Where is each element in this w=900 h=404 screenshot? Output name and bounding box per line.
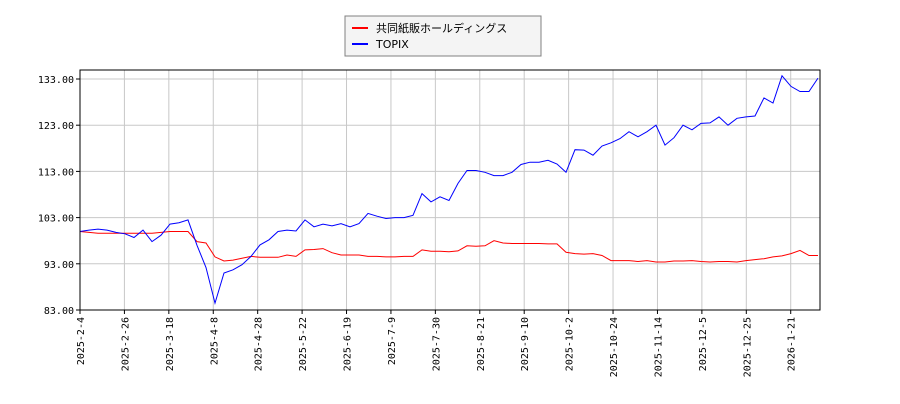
y-tick-label: 93.00 (44, 260, 74, 271)
x-tick-label: 2025-8-21 (476, 317, 487, 371)
legend: 共同紙販ホールディングス TOPIX (344, 15, 542, 57)
y-tick-label: 103.00 (38, 214, 74, 225)
x-tick-label: 2026-1-21 (787, 317, 798, 371)
series-line-kyodo (79, 231, 818, 263)
y-tick-label: 133.00 (38, 75, 74, 86)
x-tick-label: 2025-10-2 (565, 317, 576, 371)
legend-label-kyodo: 共同紙販ホールディングス (376, 21, 507, 35)
x-tick-label: 2025-6-19 (343, 317, 354, 371)
x-tick-label: 2025-7-9 (387, 317, 398, 365)
x-tick-label: 2025-10-24 (609, 317, 620, 377)
x-tick-label: 2025-9-10 (520, 317, 531, 371)
x-tick-label: 2025-4-28 (254, 317, 265, 371)
grid (79, 70, 820, 311)
series-lines (79, 74, 819, 305)
x-tick-label: 2025-2-26 (120, 317, 131, 371)
legend-label-topix: TOPIX (375, 38, 409, 51)
x-tick-label: 2025-12-25 (742, 317, 753, 377)
x-tick-label: 2025-12-5 (698, 317, 709, 371)
y-tick-label: 123.00 (38, 121, 74, 132)
plot-frame (79, 69, 821, 311)
y-axis: 83.00 93.00 103.00 113.00 123.00 133.00 (38, 75, 80, 317)
x-axis: 2025-2-4 2025-2-26 2025-3-18 2025-4-8 2025-4… (76, 310, 798, 377)
y-tick-label: 83.00 (44, 306, 74, 317)
x-tick-label: 2025-4-8 (209, 317, 220, 365)
y-tick-label: 113.00 (38, 167, 74, 178)
x-tick-label: 2025-5-22 (298, 317, 309, 371)
x-tick-label: 2025-11-14 (653, 317, 664, 377)
x-tick-label: 2025-3-18 (165, 317, 176, 371)
x-tick-label: 2025-7-30 (431, 317, 442, 371)
x-tick-label: 2025-2-4 (76, 317, 87, 365)
series-line-topix (79, 74, 819, 305)
